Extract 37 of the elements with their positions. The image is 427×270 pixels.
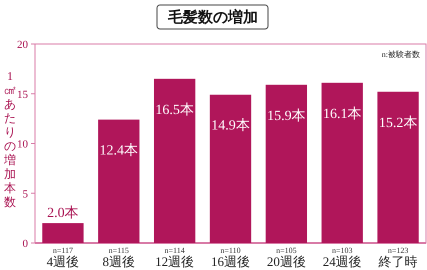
text: n=115 <box>108 246 129 255</box>
y-tick-label: 5 <box>22 188 28 200</box>
y-tick-label: 10 <box>17 138 28 150</box>
data-label: 2.0本 <box>47 205 79 222</box>
bar <box>210 94 252 243</box>
bar <box>98 120 140 243</box>
data-label: 16.5本 <box>155 102 194 118</box>
y-tick-label: 20 <box>17 39 28 51</box>
bar <box>266 84 308 243</box>
x-tick-label: 8週後 <box>102 254 136 269</box>
text: n=123 <box>388 246 408 255</box>
x-tick-label: 24週後 <box>322 254 362 269</box>
annotation: n:被験者数 <box>382 50 420 59</box>
x-tick-label: 12週後 <box>155 254 194 269</box>
bar <box>377 92 419 243</box>
text: n=110 <box>220 246 241 255</box>
x-tick-label: 終了時 <box>378 254 418 269</box>
bar <box>42 223 84 243</box>
data-label: 14.9本 <box>211 118 250 134</box>
x-tick-label: 20週後 <box>266 254 306 269</box>
y-tick-label: 15 <box>17 88 28 101</box>
x-tick-label: 4週後 <box>46 254 80 269</box>
y-tick-label: 0 <box>22 238 28 250</box>
data-label: 12.4本 <box>100 142 138 159</box>
text: n=103 <box>332 246 352 255</box>
bar <box>322 82 363 243</box>
text: n=114 <box>164 246 185 255</box>
title: 毛髪数の増加 <box>156 4 268 30</box>
data-label: 15.2本 <box>378 114 418 131</box>
text: n=117 <box>52 246 74 255</box>
text: n=105 <box>276 246 297 255</box>
y-axis-title: 1㎠あたりの増加本数 <box>4 69 16 209</box>
x-tick-label: 16週後 <box>211 254 250 269</box>
bar <box>154 78 196 243</box>
chart-title: 毛髪数の増加 <box>167 8 258 26</box>
data-label: 16.1本 <box>322 106 362 122</box>
data-label: 15.9本 <box>267 108 306 124</box>
